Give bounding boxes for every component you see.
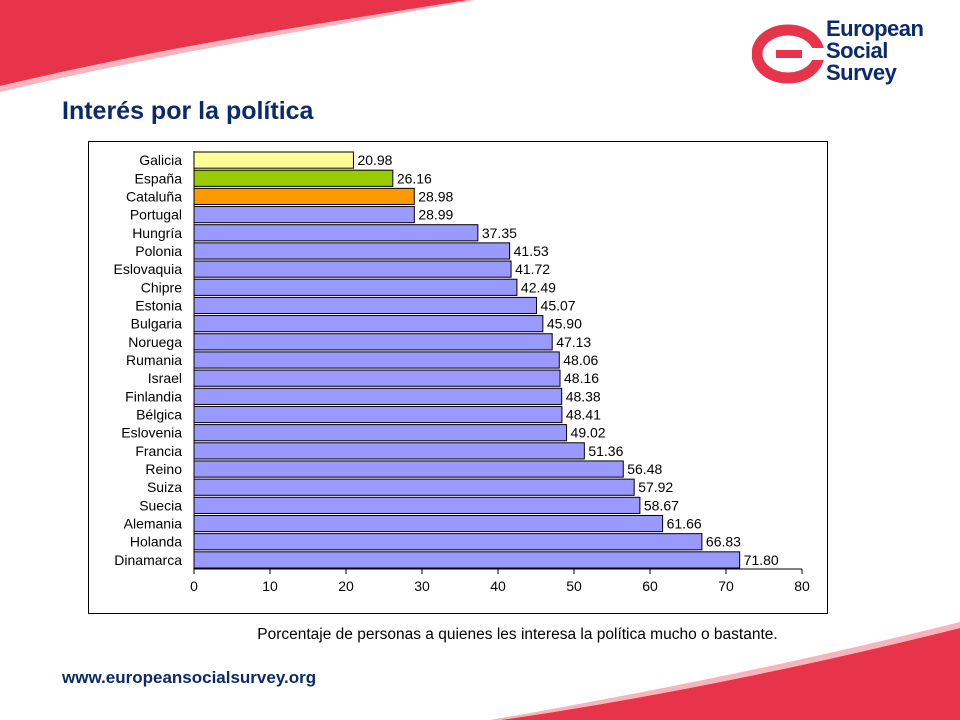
bar: [193, 169, 394, 187]
ess-logo-icon: [751, 24, 825, 84]
category-label: Bélgica: [136, 407, 182, 423]
bar: [193, 260, 512, 278]
category-label: Eslovenia: [121, 425, 182, 441]
category-label: Portugal: [130, 207, 182, 223]
bar-chart: Galicia 20.98 España 26.16 Cataluña 28.98 Port…: [114, 151, 810, 594]
value-label: 56.48: [627, 461, 662, 477]
x-tick-label: 70: [718, 578, 734, 594]
x-tick-label: 30: [414, 578, 430, 594]
value-label: 28.99: [418, 207, 453, 223]
bar: [193, 333, 553, 351]
category-label: Bulgaria: [131, 316, 183, 332]
logo-line-1: European: [826, 16, 924, 41]
ess-logo-text: European Social Survey: [826, 16, 924, 85]
bar: [193, 387, 563, 405]
category-label: Hungría: [132, 225, 182, 241]
category-label: España: [135, 170, 183, 186]
x-tick-label: 50: [566, 578, 582, 594]
category-label: Estonia: [135, 297, 182, 313]
value-label: 45.90: [547, 316, 582, 332]
category-label: Noruega: [128, 334, 182, 350]
bar: [193, 533, 703, 551]
x-tick-label: 40: [490, 578, 506, 594]
category-label: Suecia: [139, 497, 182, 513]
value-label: 41.53: [514, 243, 549, 259]
bar: [193, 405, 563, 424]
value-label: 58.67: [644, 497, 679, 513]
bar: [193, 296, 538, 315]
category-label: Rumania: [126, 352, 182, 368]
bar: [193, 551, 741, 569]
value-label: 48.38: [566, 388, 601, 404]
category-label: Alemania: [124, 516, 183, 532]
x-tick-label: 80: [794, 578, 810, 594]
value-label: 48.06: [563, 352, 598, 368]
value-label: 28.98: [418, 188, 453, 204]
bar: [193, 206, 415, 224]
top-left-red-swoosh: [0, 0, 468, 86]
value-label: 51.36: [588, 443, 623, 459]
chart-caption: Porcentaje de personas a quienes les int…: [257, 626, 778, 643]
bar: [193, 369, 561, 387]
x-tick-label: 10: [262, 578, 278, 594]
footer-url[interactable]: www.europeansocialsurvey.org: [62, 668, 317, 687]
x-tick-label: 60: [642, 578, 658, 594]
bar: [193, 151, 354, 169]
value-label: 37.35: [482, 225, 517, 241]
category-label: Chipre: [141, 279, 182, 295]
value-label: 41.72: [515, 261, 550, 277]
category-label: Holanda: [130, 534, 182, 550]
page-title: Interés por la política: [62, 97, 314, 125]
value-label: 49.02: [571, 425, 606, 441]
value-label: 42.49: [521, 279, 556, 295]
bar: [193, 242, 511, 260]
value-label: 45.07: [541, 297, 576, 313]
category-label: Francia: [135, 443, 182, 459]
bar: [193, 496, 641, 514]
bar: [193, 424, 568, 442]
bar: [193, 478, 635, 496]
category-label: Dinamarca: [114, 552, 182, 568]
value-label: 20.98: [357, 152, 392, 168]
bottom-right-red-swoosh: [500, 628, 960, 720]
bar: [193, 315, 544, 333]
value-label: 61.66: [667, 516, 702, 532]
bar: [193, 514, 664, 533]
category-label: Finlandia: [125, 388, 182, 404]
value-label: 71.80: [744, 552, 779, 568]
value-label: 66.83: [706, 534, 741, 550]
category-label: Suiza: [147, 479, 182, 495]
value-label: 48.41: [566, 407, 601, 423]
value-label: 48.16: [564, 370, 599, 386]
category-label: Polonia: [135, 243, 182, 259]
bar: [193, 278, 518, 296]
value-label: 26.16: [397, 170, 432, 186]
value-label: 47.13: [556, 334, 591, 350]
category-label: Cataluña: [126, 188, 182, 204]
bar: [193, 460, 624, 478]
bar: [193, 442, 585, 460]
bar: [193, 187, 415, 206]
bar: [193, 351, 560, 369]
category-label: Galicia: [139, 152, 182, 168]
logo-line-3: Survey: [826, 60, 897, 85]
ess-logo: European Social Survey: [751, 16, 932, 90]
category-label: Eslovaquia: [114, 261, 183, 277]
category-label: Israel: [148, 370, 182, 386]
category-label: Reino: [145, 461, 182, 477]
bar: [193, 224, 479, 242]
chart-frame: Galicia 20.98 España 26.16 Cataluña 28.98 Port…: [88, 141, 828, 614]
value-label: 57.92: [638, 479, 673, 495]
x-tick-label: 0: [190, 578, 198, 594]
logo-line-2: Social: [826, 38, 888, 63]
x-tick-label: 20: [338, 578, 354, 594]
